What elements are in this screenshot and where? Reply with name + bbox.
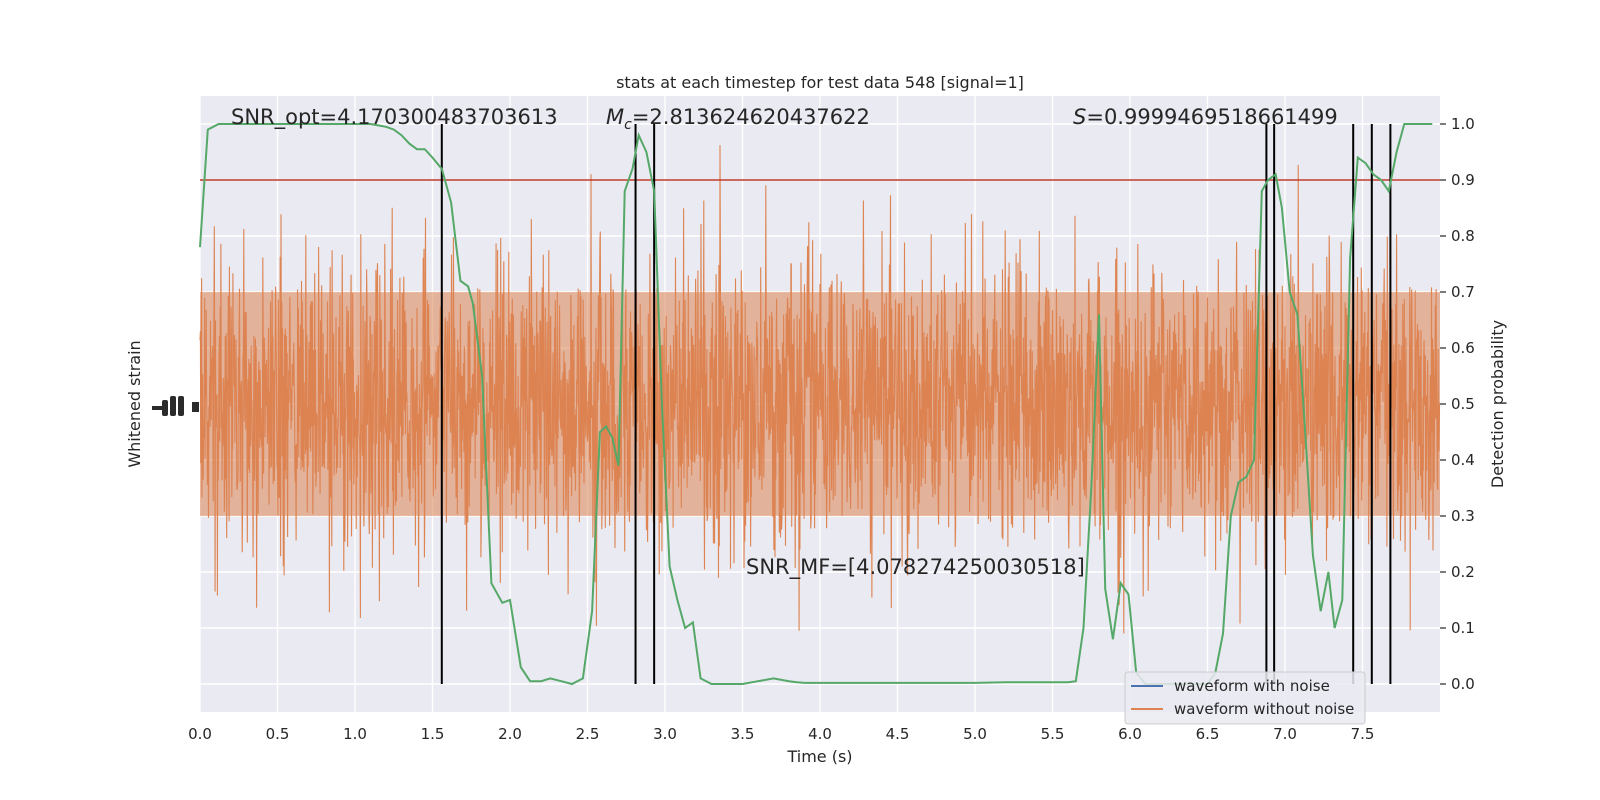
s-value: =0.9999469518661499 [1086,105,1337,129]
s-symbol: S [1073,105,1086,129]
detection-probability-trace [199,123,1433,686]
waveform-without-noise-trace [199,145,1441,634]
right-tick-label: 0.4 [1451,451,1475,469]
x-tick-label: 2.0 [498,725,522,743]
waveform-core-band [200,292,1440,516]
x-tick-label: 4.0 [808,725,832,743]
left-axis-ticks [152,396,199,416]
right-tick-label: 0.9 [1451,171,1475,189]
x-tick-label: 0.5 [266,725,290,743]
right-tick-label: 0.7 [1451,283,1475,301]
chirp-mass-symbol: M [606,105,624,129]
right-tick-label: 0.8 [1451,227,1475,245]
legend-label-with-noise: waveform with noise [1174,677,1330,695]
x-tick-label: 1.5 [421,725,445,743]
x-tick-label: 6.5 [1196,725,1220,743]
legend-box [1124,671,1366,725]
x-tick-label: 3.5 [731,725,755,743]
x-axis-label: Time (s) [786,747,852,766]
right-axis-label: Detection probability [1488,320,1507,488]
right-axis-ticks: 0.0 0.1 0.2 0.3 0.4 0.5 0.6 0.7 0.8 0.9 1.0 [1440,115,1475,693]
x-tick-label: 0.0 [188,725,212,743]
chirp-mass-annotation: Mc=2.813624620437622 [606,105,870,133]
left-axis-label: Whitened strain [125,340,144,467]
x-tick-label: 7.0 [1273,725,1297,743]
x-tick-label: 2.5 [576,725,600,743]
right-tick-label: 0.6 [1451,339,1475,357]
right-tick-label: 0.5 [1451,395,1475,413]
legend: waveform with noise waveform without noi… [1124,671,1366,725]
x-tick-label: 1.0 [343,725,367,743]
right-tick-label: 0.2 [1451,563,1475,581]
x-tick-label: 5.5 [1041,725,1065,743]
x-tick-label: 6.0 [1118,725,1142,743]
legend-label-without-noise: waveform without noise [1174,700,1354,718]
x-tick-label: 3.0 [653,725,677,743]
right-tick-label: 1.0 [1451,115,1475,133]
s-annotation: S=0.9999469518661499 [1073,105,1338,129]
detection-probability-line [199,123,1433,686]
snr-opt-annotation: SNR_opt=4.170300483703613 [231,105,558,130]
snr-mf-annotation: SNR_MF=[4.078274250030518] [746,555,1085,580]
right-tick-label: 0.1 [1451,619,1475,637]
chirp-mass-subscript: c [624,117,632,133]
x-tick-label: 4.5 [886,725,910,743]
right-tick-label: 0.0 [1451,675,1475,693]
x-tick-label: 5.0 [963,725,987,743]
chart-title: stats at each timestep for test data 548… [616,73,1024,92]
right-tick-label: 0.3 [1451,507,1475,525]
chirp-mass-value: =2.813624620437622 [632,105,870,129]
x-axis-ticks: 0.0 0.5 1.0 1.5 2.0 2.5 3.0 3.5 4.0 4.5 5.0 5.5 6.0 6… [188,725,1374,743]
x-tick-label: 7.5 [1351,725,1375,743]
